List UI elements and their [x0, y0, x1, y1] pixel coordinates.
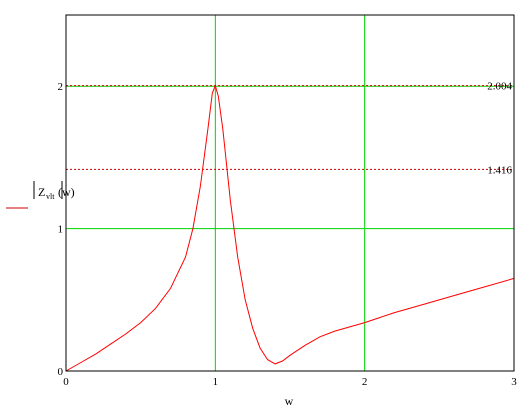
y-axis-label: Z vlt (w): [6, 181, 75, 209]
marker-label: 1.416: [487, 164, 512, 176]
x-axis-label: w: [285, 394, 294, 408]
y-tick-label: 1: [58, 224, 64, 236]
plot-frame: [65, 14, 515, 372]
x-tick-label: 3: [511, 376, 517, 388]
series-line: [65, 84, 515, 372]
y-axis-label-argument: (w): [58, 185, 75, 199]
x-tick-label: 0: [63, 376, 69, 388]
y-tick-label: 0: [58, 366, 64, 378]
x-tick-label: 2: [362, 376, 368, 388]
series-curve: [65, 84, 515, 372]
y-axis-label-main: Z: [38, 185, 45, 199]
grid-lines: [66, 15, 514, 371]
marker-lines: 2.004 1.416: [66, 81, 514, 176]
axis-ticks: 0 1 2 3 0 1 2: [58, 81, 518, 388]
marker-label: 2.004: [487, 81, 512, 93]
y-tick-label: 2: [58, 81, 64, 93]
y-axis-label-subscript: vlt: [46, 192, 55, 201]
x-tick-label: 1: [213, 376, 219, 388]
